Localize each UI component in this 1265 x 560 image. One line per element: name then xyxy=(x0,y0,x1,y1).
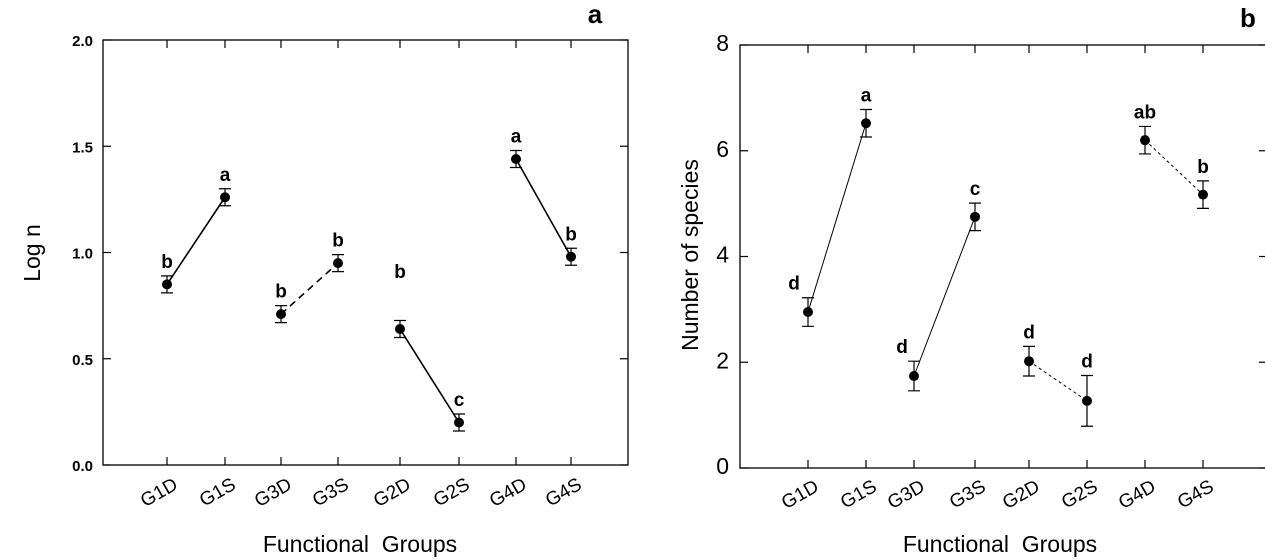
data-point xyxy=(162,279,172,290)
significance-label: a xyxy=(220,165,231,186)
panel-b-x-axis-title: Functional Groups xyxy=(903,531,1097,557)
data-point xyxy=(566,251,576,262)
significance-label: c xyxy=(970,179,981,200)
data-point xyxy=(220,192,230,203)
x-tick-label: G2S xyxy=(430,474,473,511)
y-tick-label: 1.5 xyxy=(72,139,93,156)
y-tick-label: 8 xyxy=(716,30,729,56)
data-point xyxy=(333,258,343,269)
y-tick-label: 6 xyxy=(716,136,729,162)
panel-b-x-tick-labels: G1D G1S G3D G3S G2D G2S G4D G4S xyxy=(778,476,1217,514)
significance-label: d xyxy=(1081,351,1093,372)
y-tick-label: 0.0 xyxy=(72,458,93,475)
significance-label: b xyxy=(161,252,173,273)
y-tick-label: 0 xyxy=(716,453,729,479)
x-tick-label: G1S xyxy=(837,476,880,513)
significance-label: b xyxy=(1197,157,1209,178)
panel-b-plot-frame xyxy=(739,44,1265,469)
data-point xyxy=(395,324,405,334)
x-tick-label: G3S xyxy=(946,476,989,513)
x-tick-label: G3D xyxy=(884,476,928,514)
connector-line xyxy=(515,158,572,258)
panel-a-y-axis-title: Log n xyxy=(19,224,45,282)
data-point xyxy=(511,154,521,164)
significance-label: d xyxy=(896,337,908,358)
data-point xyxy=(1198,189,1208,200)
significance-label: a xyxy=(861,86,872,107)
x-tick-label: G4D xyxy=(486,474,530,512)
data-point xyxy=(803,307,813,318)
connector-line xyxy=(166,196,226,285)
data-point xyxy=(909,370,919,381)
x-tick-label: G4S xyxy=(542,474,585,511)
significance-label: b xyxy=(565,224,577,245)
data-point xyxy=(861,118,871,129)
x-tick-label: G2S xyxy=(1058,476,1101,513)
significance-label: d xyxy=(1023,322,1035,343)
panel-b-y-axis-title: Number of species xyxy=(677,159,703,351)
connector-line xyxy=(280,262,339,315)
y-tick-label: 2.0 xyxy=(72,33,93,50)
data-point xyxy=(1024,356,1034,367)
data-point xyxy=(1082,395,1092,406)
significance-label: ab xyxy=(1134,102,1156,123)
y-tick-label: 1.0 xyxy=(72,246,93,263)
x-tick-label: G3S xyxy=(309,474,352,511)
connector-line xyxy=(913,216,976,377)
x-tick-label: G4D xyxy=(1115,476,1159,514)
data-point xyxy=(970,211,980,222)
data-point xyxy=(1140,135,1150,146)
significance-label: d xyxy=(788,274,800,295)
significance-label: b xyxy=(394,262,406,283)
x-tick-label: G3D xyxy=(251,474,295,512)
panel-b-marks: d a d c d d ab b xyxy=(788,86,1209,427)
panel-a-chart: 0.0 0.5 1.0 1.5 2.0 G1D G1S G3D G3S G2D G2S G4D G4S… xyxy=(19,0,629,557)
panel-b-chart: 0 2 4 6 8 G1D G1S G3D G3S G2D G2S G4D G4S d a d c d d ab b… xyxy=(677,3,1265,557)
significance-label: b xyxy=(275,282,287,303)
connector-line xyxy=(1144,139,1204,196)
x-tick-label: G2D xyxy=(999,476,1043,514)
y-tick-label: 4 xyxy=(716,242,729,268)
y-tick-label: 0.5 xyxy=(72,352,93,369)
panel-a-x-axis-title: Functional Groups xyxy=(263,531,457,557)
significance-label: c xyxy=(454,390,465,411)
panel-b-y-ticks: 0 2 4 6 8 xyxy=(716,30,1265,479)
data-point xyxy=(454,417,464,428)
panel-a-plot-frame xyxy=(102,39,629,466)
panel-a-label: a xyxy=(588,0,603,29)
connector-line xyxy=(1028,360,1088,402)
significance-label: a xyxy=(511,127,522,148)
x-tick-label: G1S xyxy=(196,474,239,511)
panel-b-label: b xyxy=(1240,3,1256,33)
data-point xyxy=(276,309,286,320)
x-tick-label: G2D xyxy=(370,474,414,512)
y-tick-label: 2 xyxy=(716,347,729,373)
x-tick-label: G4S xyxy=(1174,476,1217,513)
panel-a-x-tick-labels: G1D G1S G3D G3S G2D G2S G4D G4S xyxy=(137,474,585,512)
connector-line xyxy=(399,328,460,423)
panel-a-y-ticks: 0.0 0.5 1.0 1.5 2.0 xyxy=(72,33,628,475)
significance-label: b xyxy=(332,231,344,252)
x-tick-label: G1D xyxy=(137,474,181,512)
panel-a-marks: b a b b b c a b xyxy=(161,127,577,432)
x-tick-label: G1D xyxy=(778,476,822,514)
connector-line xyxy=(807,123,867,313)
